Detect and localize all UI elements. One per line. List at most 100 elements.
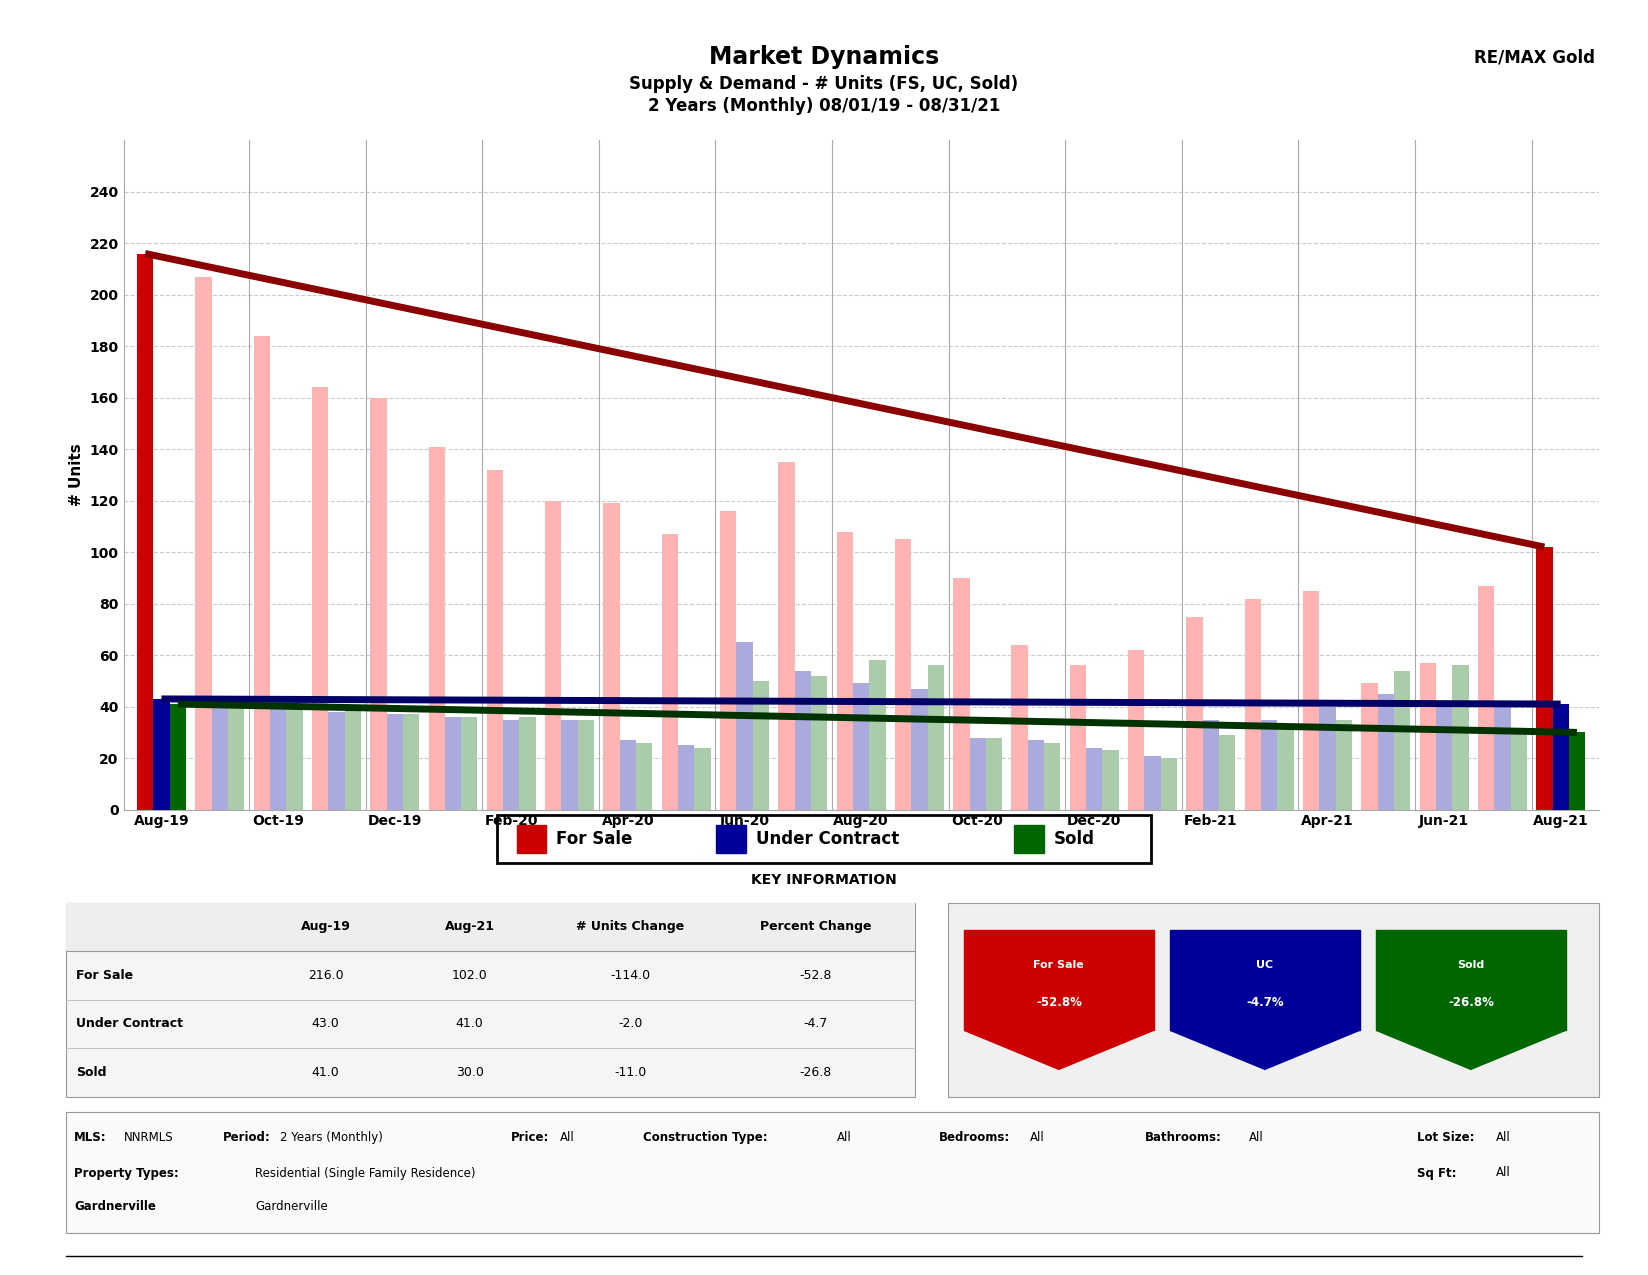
Bar <box>1103 751 1119 810</box>
Text: 41.0: 41.0 <box>311 1066 339 1079</box>
Bar <box>578 719 593 810</box>
Text: For Sale: For Sale <box>557 830 633 848</box>
Bar <box>254 335 270 810</box>
Bar <box>227 706 244 810</box>
Text: Sold: Sold <box>76 1066 107 1079</box>
Bar <box>1552 704 1569 810</box>
Text: 216.0: 216.0 <box>308 969 343 982</box>
Bar <box>1478 585 1495 810</box>
Bar <box>694 748 710 810</box>
Text: -52.8: -52.8 <box>799 969 832 982</box>
Bar <box>1335 719 1351 810</box>
Bar <box>562 719 578 810</box>
Bar <box>1304 590 1320 810</box>
Bar <box>170 704 186 810</box>
Text: All: All <box>560 1131 575 1144</box>
Text: Sold: Sold <box>1055 830 1094 848</box>
Text: KEY INFORMATION: KEY INFORMATION <box>751 873 897 886</box>
Bar <box>1086 748 1103 810</box>
Bar <box>1511 729 1526 810</box>
Bar <box>1187 617 1203 810</box>
Text: Construction Type:: Construction Type: <box>643 1131 768 1144</box>
Bar <box>737 643 753 810</box>
Bar <box>1320 706 1335 810</box>
Y-axis label: # Units: # Units <box>69 444 84 506</box>
Text: Sq Ft:: Sq Ft: <box>1417 1167 1457 1179</box>
Text: Sold: Sold <box>1457 960 1485 970</box>
Text: Market Dynamics: Market Dynamics <box>709 46 939 69</box>
Bar <box>486 469 503 810</box>
Text: Bedrooms:: Bedrooms: <box>939 1131 1010 1144</box>
Bar <box>137 254 153 810</box>
Bar <box>1452 666 1468 810</box>
Bar <box>753 681 770 810</box>
Text: # Units Change: # Units Change <box>577 921 684 933</box>
Bar <box>153 699 170 810</box>
Text: For Sale: For Sale <box>76 969 133 982</box>
Bar <box>1244 598 1261 810</box>
Bar <box>1129 650 1144 810</box>
Bar <box>402 714 419 810</box>
Bar <box>969 737 986 810</box>
Bar <box>137 254 153 810</box>
Bar <box>1536 547 1552 810</box>
Text: All: All <box>1496 1131 1511 1144</box>
Bar <box>1028 740 1045 810</box>
Bar <box>445 717 461 810</box>
Bar <box>1144 756 1160 810</box>
Bar <box>371 398 387 810</box>
Bar <box>662 534 677 810</box>
Text: Aug-21: Aug-21 <box>445 921 494 933</box>
Bar <box>603 504 620 810</box>
Bar <box>928 666 944 810</box>
Text: Under Contract: Under Contract <box>76 1017 183 1030</box>
Bar <box>953 578 969 810</box>
Text: Bathrooms:: Bathrooms: <box>1145 1131 1223 1144</box>
Text: NNRMLS: NNRMLS <box>124 1131 173 1144</box>
Text: Period:: Period: <box>222 1131 270 1144</box>
Text: 2 Years (Monthly) 08/01/19 - 08/31/21: 2 Years (Monthly) 08/01/19 - 08/31/21 <box>648 97 1000 115</box>
Text: -4.7%: -4.7% <box>1246 996 1284 1009</box>
Text: All: All <box>837 1131 852 1144</box>
Text: All: All <box>1030 1131 1045 1144</box>
Bar <box>620 740 636 810</box>
Text: Under Contract: Under Contract <box>755 830 898 848</box>
Bar <box>1552 704 1569 810</box>
Text: MLS:: MLS: <box>74 1131 107 1144</box>
Bar <box>636 742 653 810</box>
Bar <box>270 704 287 810</box>
Bar <box>1495 706 1511 810</box>
Bar <box>1569 732 1585 810</box>
Text: -11.0: -11.0 <box>615 1066 646 1079</box>
Bar <box>287 706 303 810</box>
Bar <box>811 676 827 810</box>
Text: All: All <box>1249 1131 1264 1144</box>
Text: Lot Size:: Lot Size: <box>1417 1131 1475 1144</box>
Bar <box>1435 701 1452 810</box>
Bar <box>1160 759 1177 810</box>
Text: Residential (Single Family Residence): Residential (Single Family Residence) <box>255 1167 476 1179</box>
Bar <box>1203 719 1220 810</box>
Bar <box>1261 719 1277 810</box>
Text: Price:: Price: <box>511 1131 549 1144</box>
Bar <box>1569 732 1585 810</box>
Bar <box>428 446 445 810</box>
Text: All: All <box>1496 1167 1511 1179</box>
Bar <box>519 717 536 810</box>
Bar <box>1012 645 1028 810</box>
Bar <box>211 701 227 810</box>
Text: -26.8: -26.8 <box>799 1066 832 1079</box>
Text: 102.0: 102.0 <box>452 969 488 982</box>
Bar <box>868 660 885 810</box>
Text: For Sale: For Sale <box>1033 960 1084 970</box>
Bar <box>170 704 186 810</box>
Bar <box>1378 694 1394 810</box>
Text: -2.0: -2.0 <box>618 1017 643 1030</box>
Bar <box>344 709 361 810</box>
Text: -114.0: -114.0 <box>610 969 651 982</box>
Bar <box>1277 727 1294 810</box>
Bar <box>837 532 854 810</box>
Text: -26.8%: -26.8% <box>1449 996 1493 1009</box>
Bar <box>778 462 794 810</box>
Bar <box>328 711 344 810</box>
